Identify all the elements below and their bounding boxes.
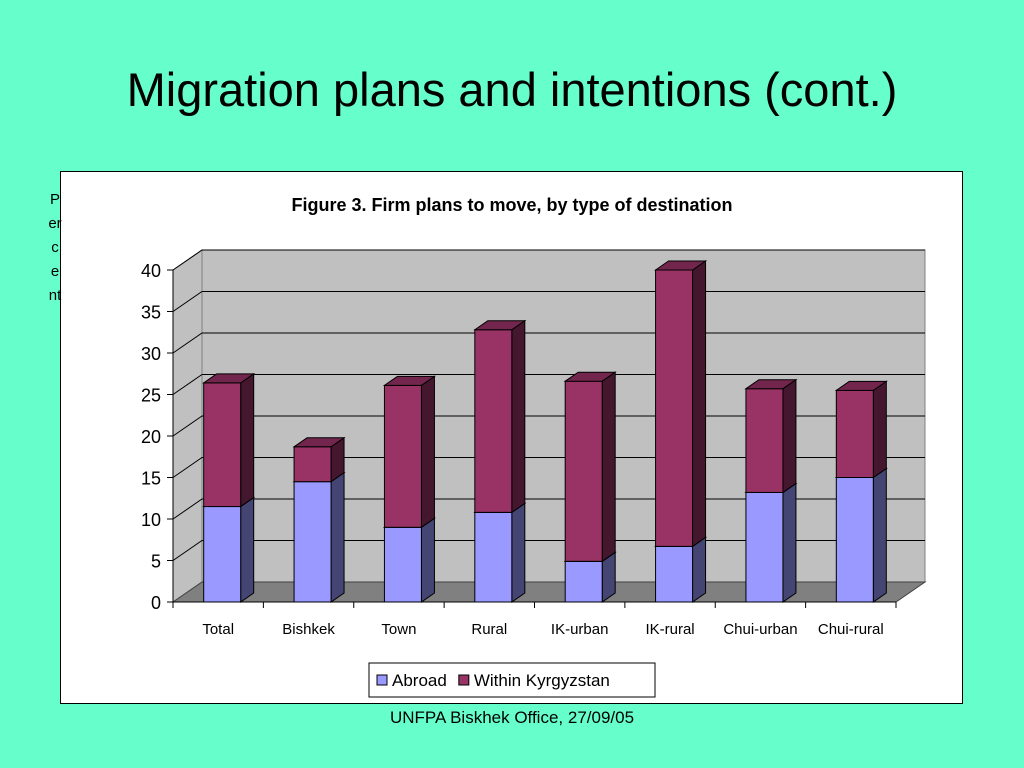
- bar-front: [293, 446, 332, 483]
- x-tick-label: Chui-rural: [818, 621, 884, 638]
- y-tick-label: 25: [141, 386, 161, 406]
- bar-top: [834, 380, 888, 391]
- bar-within-kyrgyzstan: [382, 375, 437, 529]
- bar-side: [692, 260, 707, 548]
- bar-front: [745, 491, 784, 603]
- legend-box: [368, 662, 656, 698]
- x-tick-label: Bishkek: [282, 621, 335, 638]
- bar-top: [292, 437, 346, 448]
- bar-side: [872, 380, 887, 479]
- bar-stack: [744, 378, 798, 603]
- bar-top: [202, 373, 256, 384]
- bar-front: [655, 269, 694, 547]
- slide-title: Migration plans and intentions (cont.): [126, 63, 898, 116]
- legend-swatch-abroad: [376, 674, 388, 686]
- x-tick-label: Town: [381, 621, 416, 638]
- bar-front: [745, 388, 784, 493]
- y-tick-label: 0: [151, 593, 161, 613]
- bar-front: [203, 382, 242, 508]
- footer: UNFPA Biskhek Office, 27/09/05: [389, 708, 635, 727]
- y-tick-labels: 0 5 10 15 20 25 30 35 40: [141, 261, 161, 613]
- legend-label-within-kyrgyzstan: Within Kyrgyzstan: [474, 671, 610, 690]
- bar-side: [240, 496, 255, 603]
- bar-within-kyrgyzstan: [744, 378, 798, 494]
- bar-front: [203, 506, 242, 603]
- bar-abroad: [292, 471, 346, 603]
- x-tick-labels: Total Bishkek Town Rural IK-urban IK-rural Chu…: [202, 621, 883, 638]
- bar-side: [511, 502, 526, 603]
- bar-stack: [292, 436, 346, 603]
- bar-abroad: [653, 536, 708, 603]
- legend: Abroad Within Kyrgyzstan: [368, 662, 656, 698]
- bar-front: [564, 380, 603, 562]
- x-tick-label: IK-urban: [551, 621, 609, 638]
- bar-stack: [202, 372, 256, 603]
- bar-within-kyrgyzstan: [202, 372, 256, 508]
- y-axis-label: Percent: [48, 191, 62, 304]
- bar-abroad: [382, 517, 437, 603]
- x-tick-label: Rural: [471, 621, 507, 638]
- bar-top: [744, 379, 798, 390]
- bar-abroad: [744, 482, 798, 603]
- bar-stack: [834, 380, 888, 603]
- bar-top: [382, 375, 437, 386]
- y-tick-label: 35: [141, 303, 161, 323]
- bar-front: [383, 384, 422, 528]
- bar-front: [564, 560, 603, 603]
- bar-stack: [653, 260, 708, 603]
- bar-within-kyrgyzstan: [473, 319, 527, 514]
- plot-walls: [171, 249, 927, 603]
- bar-within-kyrgyzstan: [563, 371, 617, 563]
- bar-side: [872, 467, 887, 603]
- y-tick-label: 20: [141, 427, 161, 447]
- bar-side: [692, 536, 707, 603]
- bar-stack: [563, 371, 617, 603]
- bar-front: [293, 481, 332, 603]
- bar-side: [511, 319, 526, 514]
- bar-side: [782, 378, 797, 494]
- bar-side: [240, 372, 255, 508]
- y-tick-label: 30: [141, 344, 161, 364]
- bar-abroad: [473, 502, 527, 603]
- bar-front: [474, 329, 513, 513]
- x-tick-label: Total: [202, 621, 234, 638]
- chart-title: Figure 3. Firm plans to move, by type of…: [291, 195, 732, 215]
- bar-abroad: [834, 467, 888, 603]
- legend-swatch-within-kyrgyzstan: [458, 674, 470, 686]
- bar-front: [383, 526, 422, 603]
- chart-frame: Figure 3. Firm plans to move, by type of…: [60, 171, 963, 704]
- bar-abroad: [202, 496, 256, 603]
- axes: [167, 269, 897, 608]
- gridline: [172, 249, 925, 271]
- legend-label-abroad: Abroad: [392, 671, 447, 690]
- bar-side: [420, 517, 435, 603]
- y-tick-label: 5: [151, 552, 161, 572]
- bar-side: [782, 482, 797, 603]
- bar-stack: [473, 319, 527, 603]
- bar-within-kyrgyzstan: [292, 436, 346, 483]
- bar-side: [330, 471, 345, 603]
- bar-top: [653, 260, 708, 271]
- bar-side: [420, 375, 435, 529]
- bar-within-kyrgyzstan: [834, 380, 888, 479]
- bar-front: [655, 545, 694, 603]
- bar-top: [473, 320, 527, 331]
- y-tick-label: 10: [141, 510, 161, 530]
- bar-top: [563, 371, 617, 382]
- x-tick-label: Chui-urban: [723, 621, 797, 638]
- bars: [202, 260, 888, 603]
- y-tick-label: 40: [141, 261, 161, 281]
- floor: [171, 581, 927, 603]
- bar-side: [601, 371, 616, 563]
- bar-front: [835, 389, 874, 479]
- bar-within-kyrgyzstan: [653, 260, 708, 548]
- y-tick-label: 15: [141, 469, 161, 489]
- bar-front: [474, 511, 513, 603]
- stacked-bar-chart: Figure 3. Firm plans to move, by type of…: [141, 195, 927, 698]
- x-tick-label: IK-rural: [645, 621, 694, 638]
- bar-stack: [382, 375, 437, 603]
- bar-front: [835, 477, 874, 603]
